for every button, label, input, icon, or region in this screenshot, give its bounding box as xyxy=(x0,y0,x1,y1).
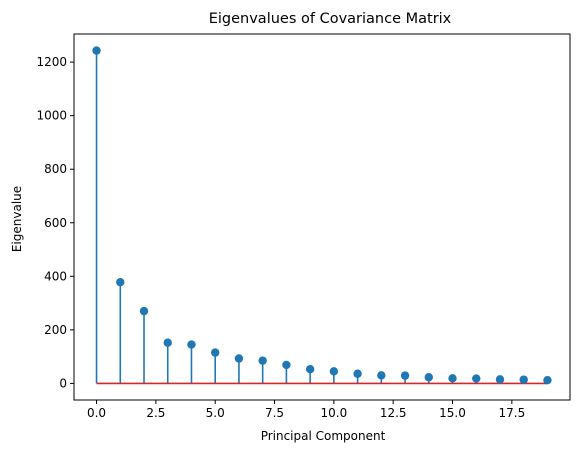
y-tick-label: 600 xyxy=(44,216,67,230)
data-point xyxy=(116,277,125,287)
y-tick-label: 800 xyxy=(44,162,67,176)
data-point xyxy=(139,306,149,316)
data-point xyxy=(519,375,528,384)
y-tick-label: 1200 xyxy=(36,55,67,69)
x-tick-label: 12.5 xyxy=(380,406,407,420)
plot-area: 0.0 2.5 5.0 7.5 10.0 12.5 15.0 17.5 0 200 400 600 80… xyxy=(36,33,571,420)
y-tick-label: 200 xyxy=(44,323,67,337)
data-point xyxy=(305,365,315,374)
x-tick-label: 5.0 xyxy=(206,406,225,420)
x-axis-label: Principal Component xyxy=(261,429,386,443)
y-tick-label: 0 xyxy=(59,376,67,390)
data-point xyxy=(424,373,433,382)
data-point xyxy=(92,46,101,55)
data-point xyxy=(472,374,481,383)
x-tick-label: 15.0 xyxy=(439,406,466,420)
data-point xyxy=(163,338,172,347)
y-tick-label: 1000 xyxy=(36,109,67,123)
data-point xyxy=(329,367,339,376)
data-point xyxy=(353,369,362,378)
data-point xyxy=(282,360,291,370)
data-point xyxy=(211,348,220,357)
data-point xyxy=(448,374,457,383)
data-point xyxy=(187,340,196,349)
chart-title: Eigenvalues of Covariance Matrix xyxy=(209,11,452,27)
x-tick-label: 7.5 xyxy=(265,406,284,420)
y-axis-label: Eigenvalue xyxy=(10,186,24,252)
data-point xyxy=(400,371,410,380)
data-point xyxy=(234,354,244,363)
x-tick-label: 10.0 xyxy=(321,406,348,420)
x-tick-label: 0.0 xyxy=(87,406,106,420)
x-tick-label: 17.5 xyxy=(498,406,525,420)
data-point xyxy=(495,375,505,384)
data-point xyxy=(543,375,552,385)
y-tick-label: 400 xyxy=(44,269,67,283)
x-tick-label: 2.5 xyxy=(146,406,165,420)
data-point xyxy=(258,356,267,365)
axes-frame xyxy=(73,33,571,401)
data-point xyxy=(377,371,386,380)
